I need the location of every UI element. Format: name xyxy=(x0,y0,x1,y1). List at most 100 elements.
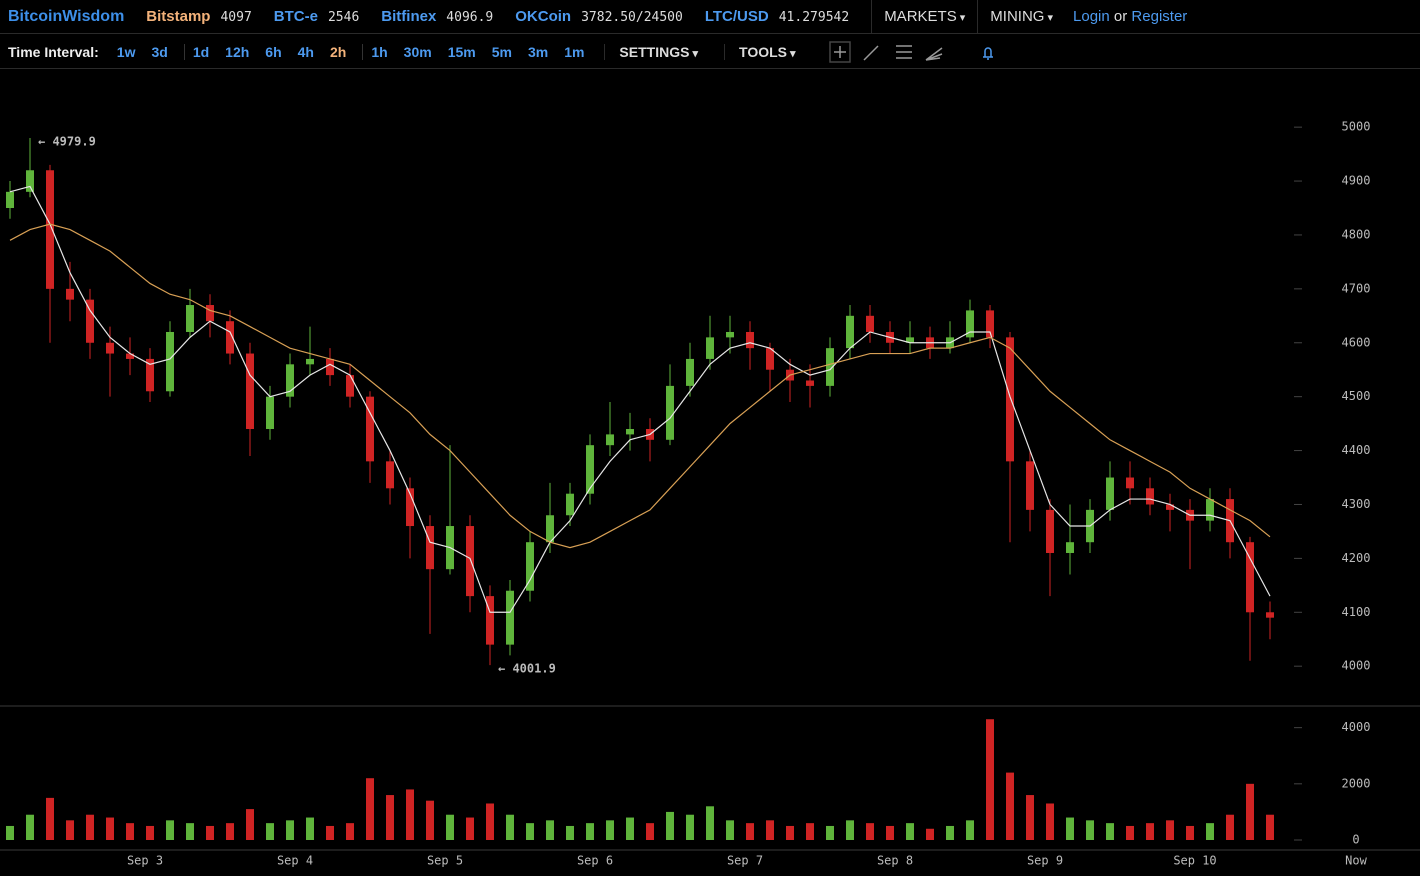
candle-body xyxy=(66,288,74,300)
line-tool[interactable] xyxy=(863,44,879,61)
candle-body xyxy=(866,315,874,332)
interval[interactable]: 6h xyxy=(265,43,282,60)
candle-body xyxy=(686,358,694,386)
hline-tool[interactable] xyxy=(895,44,912,59)
moving-average xyxy=(9,185,1271,613)
volume-bar xyxy=(226,823,234,840)
volume-bar xyxy=(286,820,294,840)
candle-body xyxy=(426,526,434,570)
volume-bar xyxy=(586,823,594,840)
interval[interactable]: 15m xyxy=(447,43,476,60)
interval[interactable]: 5m xyxy=(491,43,512,60)
volume-bar xyxy=(466,817,474,840)
tool-icons xyxy=(828,40,993,63)
volume-bar xyxy=(306,817,314,840)
interval[interactable]: 2h xyxy=(329,43,347,60)
candle-body xyxy=(286,364,294,397)
interval[interactable]: 4h xyxy=(297,43,314,60)
candle-body xyxy=(1126,477,1134,489)
volume-bar xyxy=(666,811,674,840)
volume-bar xyxy=(46,797,54,840)
volume-bar xyxy=(846,820,854,840)
y-tick-label: 4000 xyxy=(1342,659,1371,673)
candle-body xyxy=(6,191,14,208)
candle-body xyxy=(146,358,154,392)
y-tick-label: 4400 xyxy=(1342,443,1371,457)
ticker[interactable]: OKCoin 3782.50/24500 xyxy=(515,8,683,25)
candle-body xyxy=(246,353,254,430)
volume-bar xyxy=(86,814,94,840)
x-tick-label: Sep 7 xyxy=(727,854,763,868)
alert-tool[interactable] xyxy=(982,46,993,60)
candle-body xyxy=(406,488,414,527)
ticker-name: LTC/USD xyxy=(704,8,769,25)
crosshair-tool[interactable] xyxy=(828,40,851,63)
interval[interactable]: 3d xyxy=(151,43,168,60)
volume-bar xyxy=(966,820,974,840)
candle-body xyxy=(846,315,854,349)
volume-bar xyxy=(1006,772,1014,840)
candle-body xyxy=(1006,337,1014,462)
interval[interactable]: 1d xyxy=(183,43,209,60)
interval[interactable]: 30m xyxy=(403,43,432,60)
fan-tool[interactable] xyxy=(925,46,943,61)
candle-body xyxy=(506,590,514,645)
candle-body xyxy=(526,542,534,591)
volume-bar xyxy=(526,823,534,840)
volume-tick-label: 0 xyxy=(1352,833,1359,847)
brand[interactable]: BitcoinWisdom xyxy=(8,7,125,25)
candle-body xyxy=(746,331,754,349)
candle-body xyxy=(346,375,354,397)
volume-bar xyxy=(266,823,274,840)
candle-body xyxy=(126,353,134,359)
interval[interactable]: 1m xyxy=(564,43,585,60)
interval[interactable]: 3m xyxy=(527,43,549,60)
candle-body xyxy=(206,305,214,322)
candle-body xyxy=(266,396,274,430)
interval[interactable]: 1h xyxy=(362,43,388,60)
candle-body xyxy=(566,493,574,516)
menu[interactable]: SETTINGS xyxy=(604,43,712,60)
volume-bar xyxy=(786,825,794,840)
menu[interactable]: MINING xyxy=(977,0,1065,34)
volume-bar xyxy=(726,820,734,840)
y-tick-label: 5000 xyxy=(1342,120,1371,134)
y-tick-label: 4700 xyxy=(1342,281,1371,295)
register[interactable]: Register xyxy=(1131,8,1188,25)
ticker[interactable]: Bitstamp 4097 xyxy=(146,8,252,25)
y-tick-label: 4300 xyxy=(1342,497,1371,511)
y-tick-label: 4500 xyxy=(1342,389,1371,403)
y-tick-label: 4100 xyxy=(1342,605,1371,619)
extreme-label: ← 4001.9 xyxy=(498,662,556,676)
interval[interactable]: 12h xyxy=(225,43,250,60)
volume-bar xyxy=(1166,820,1174,840)
volume-bar xyxy=(206,825,214,840)
candle-body xyxy=(906,337,914,343)
volume-bar xyxy=(766,820,774,840)
x-tick-label: Sep 8 xyxy=(877,854,913,868)
candle-body xyxy=(466,526,474,597)
interval[interactable]: 1w xyxy=(116,43,136,60)
x-tick-label: Sep 6 xyxy=(577,854,613,868)
ticker-name: OKCoin xyxy=(515,8,572,25)
ticker[interactable]: LTC/USD 41.279542 xyxy=(705,8,849,25)
menu[interactable]: TOOLS xyxy=(724,43,810,60)
candle-body xyxy=(1066,542,1074,553)
candle-body xyxy=(1146,488,1154,505)
candle-body xyxy=(726,331,734,338)
auth: Login or Register xyxy=(1073,8,1187,25)
candle-body xyxy=(86,299,94,343)
volume-bar xyxy=(346,823,354,840)
or: or xyxy=(1113,8,1128,25)
candle-body xyxy=(1046,509,1054,553)
menu[interactable]: MARKETS xyxy=(871,0,977,34)
ticker[interactable]: BTC-e 2546 xyxy=(274,8,359,25)
intervals: Time Interval: 1w 3d 1d 12h 6h 4h 2h 1h 30m 15m 5m… xyxy=(0,43,592,60)
volume-bar xyxy=(1106,823,1114,840)
volume-bar xyxy=(1126,825,1134,840)
login[interactable]: Login xyxy=(1073,8,1110,25)
volume-bar xyxy=(146,825,154,840)
volume-bar xyxy=(1046,803,1054,840)
volume-bar xyxy=(1066,817,1074,840)
ticker[interactable]: Bitfinex 4096.9 xyxy=(381,8,493,25)
